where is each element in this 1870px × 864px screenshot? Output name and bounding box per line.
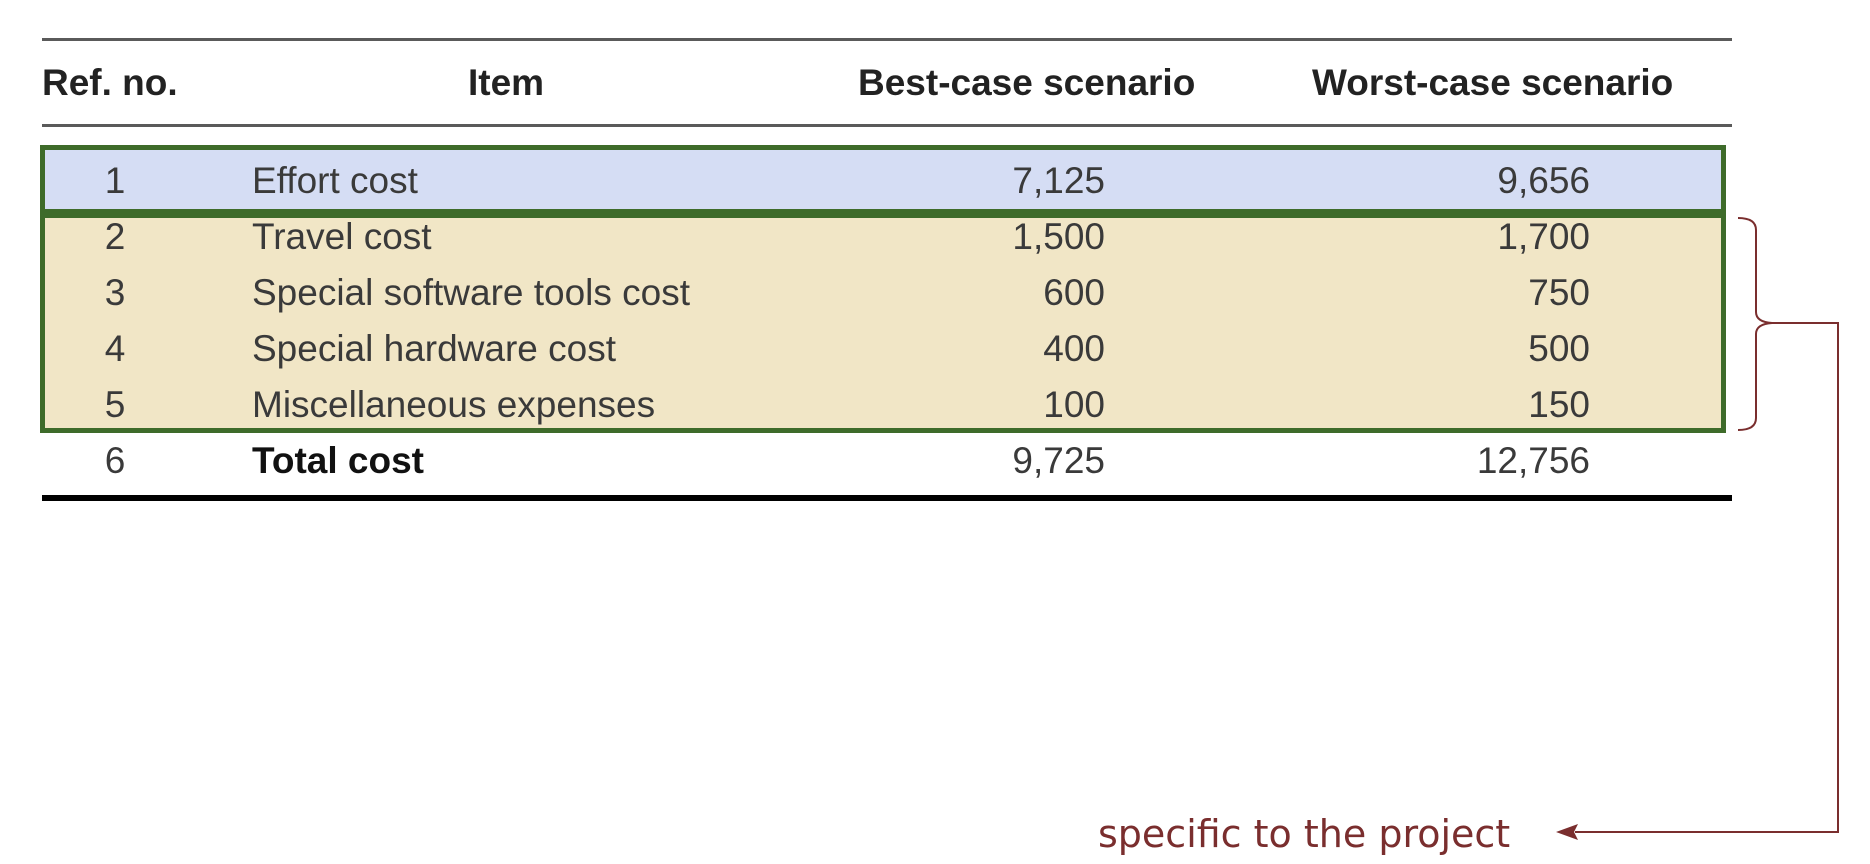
- effort-cost-highlight: [40, 145, 1726, 214]
- row-worst-case: 750: [1528, 272, 1590, 313]
- header-worst-case: Worst-case scenario: [1312, 62, 1674, 103]
- row-best-case: 600: [1043, 272, 1105, 313]
- project-specific-highlight: [40, 213, 1726, 433]
- table-header-rule: [42, 124, 1732, 127]
- row-ref: 4: [104, 328, 126, 369]
- header-ref-no: Ref. no.: [42, 62, 178, 103]
- header-item: Item: [468, 62, 545, 103]
- table-top-rule: [42, 38, 1732, 41]
- row-best-case: 7,125: [1012, 160, 1105, 201]
- row-item: Effort cost: [252, 160, 418, 201]
- row-ref: 3: [104, 272, 126, 313]
- total-label: Total cost: [252, 440, 424, 481]
- row-best-case: 400: [1043, 328, 1105, 369]
- row-ref: 1: [104, 160, 126, 201]
- row-item: Special hardware cost: [252, 328, 617, 369]
- row-item: Travel cost: [252, 216, 432, 257]
- row-ref: 2: [104, 216, 126, 257]
- bracket-icon: [1737, 217, 1773, 431]
- row-item: Miscellaneous expenses: [252, 384, 656, 425]
- row-worst-case: 1,700: [1497, 216, 1590, 257]
- row-best-case: 100: [1043, 384, 1105, 425]
- row-worst-case: 150: [1528, 384, 1590, 425]
- row-ref: 5: [104, 384, 126, 425]
- annotation-label: specific to the project: [1098, 812, 1511, 856]
- header-best-case: Best-case scenario: [858, 62, 1196, 103]
- total-best-case: 9,725: [1012, 440, 1105, 481]
- arrow-left-icon: [1556, 824, 1578, 840]
- row-worst-case: 500: [1528, 328, 1590, 369]
- row-best-case: 1,500: [1012, 216, 1105, 257]
- row-worst-case: 9,656: [1497, 160, 1590, 201]
- row-item: Special software tools cost: [252, 272, 691, 313]
- total-worst-case: 12,756: [1476, 440, 1590, 481]
- row-ref: 6: [104, 440, 126, 481]
- table-bottom-rule: [42, 495, 1732, 501]
